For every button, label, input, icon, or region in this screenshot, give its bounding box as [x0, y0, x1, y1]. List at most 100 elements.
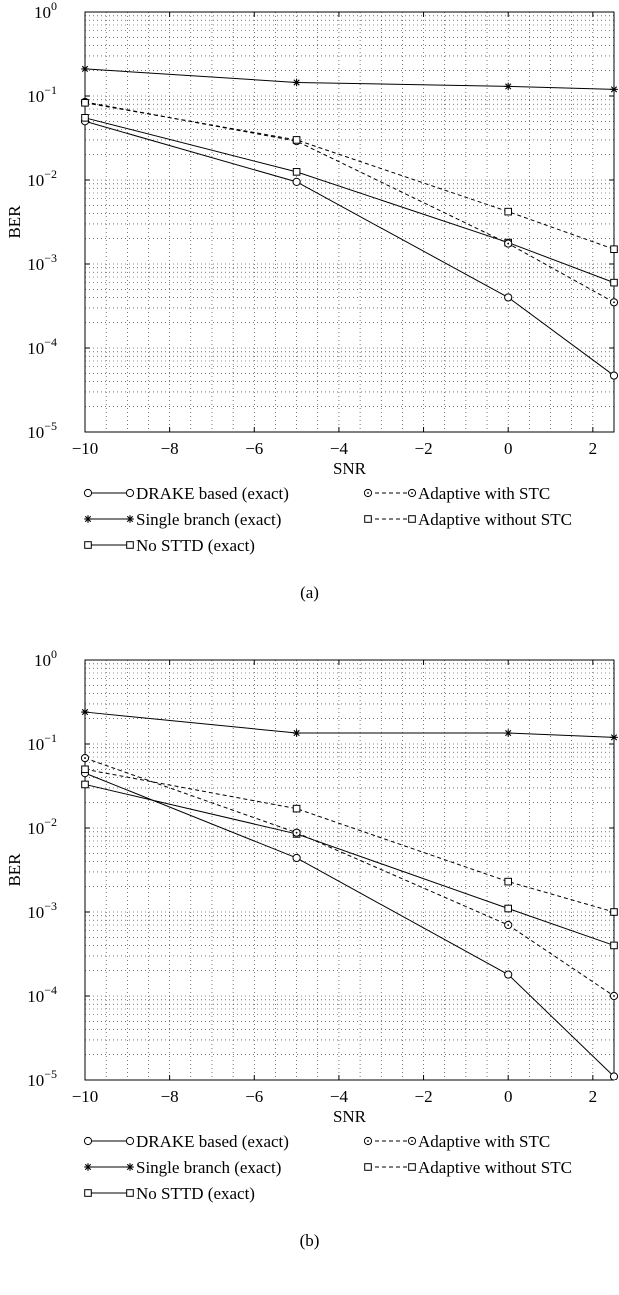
legend-label: Adaptive with STC — [418, 1132, 550, 1151]
x-tick-label: −6 — [245, 439, 263, 458]
data-point — [610, 245, 618, 254]
data-point — [609, 371, 619, 380]
x-tick-label: 2 — [589, 1087, 598, 1106]
legend-marker — [407, 1136, 417, 1146]
series-line — [84, 783, 615, 946]
y-tick-label: 10−3 — [27, 251, 57, 274]
data-point — [80, 753, 90, 763]
figure-caption: (b) — [300, 1231, 320, 1250]
legend-marker — [84, 1189, 92, 1197]
data-point — [81, 765, 89, 774]
legend-label: Adaptive without STC — [418, 510, 572, 529]
plot-frame — [84, 659, 615, 1081]
x-tick-label: −6 — [245, 1087, 263, 1106]
series-line — [84, 68, 615, 90]
x-tick-label: −2 — [415, 439, 433, 458]
x-tick-label: 2 — [589, 439, 598, 458]
y-axis-title: BER — [5, 853, 24, 887]
series-line — [84, 117, 615, 284]
legend-label: Adaptive with STC — [418, 484, 550, 503]
data-point — [292, 828, 301, 837]
ber-chart-a: −10 −8 −6 −4 −2 0 2 10−5 10−4 10−3 10−2 10−1 100 SNR B… — [5, 0, 619, 602]
legend-item: Single branch (exact) — [84, 510, 281, 529]
data-point — [81, 65, 89, 73]
legend-label: No STTD (exact) — [136, 536, 255, 555]
y-tick-label: 10−4 — [27, 983, 57, 1006]
legend: DRAKE based (exact) Single branch (exact)… — [83, 484, 572, 555]
series-line — [84, 768, 615, 913]
x-tick-label: −10 — [72, 1087, 99, 1106]
legend-label: DRAKE based (exact) — [136, 484, 289, 503]
data-point — [504, 207, 512, 216]
legend-item: No STTD (exact) — [84, 536, 255, 555]
legend-marker — [126, 541, 134, 549]
legend-marker — [363, 488, 373, 498]
legend-marker — [84, 541, 92, 549]
data-point — [610, 278, 618, 287]
data-point — [292, 168, 301, 176]
chart-panel-a: −10 −8 −6 −4 −2 0 2 10−5 10−4 10−3 10−2 10−1 100 SNR B… — [5, 0, 619, 602]
chart-panel-b: −10 −8 −6 −4 −2 0 2 10−5 10−4 10−3 10−2 10−1 100 SNR B… — [0, 648, 619, 1295]
legend-label: Single branch (exact) — [136, 510, 281, 529]
figure-caption: (a) — [300, 583, 319, 602]
data-point — [81, 780, 89, 789]
y-tick-label: 10−1 — [27, 731, 57, 754]
y-tick-label: 10−2 — [27, 167, 57, 190]
legend-label: Adaptive without STC — [418, 1158, 572, 1177]
legend-item: Adaptive with STC — [363, 484, 550, 503]
data-point — [609, 991, 619, 1001]
legend-label: No STTD (exact) — [136, 1184, 255, 1203]
series-line — [84, 711, 615, 738]
series-single-branch-exact — [81, 708, 618, 742]
series-single-branch-exact — [81, 65, 618, 94]
series-no-sttd-exact — [81, 780, 618, 950]
legend-marker — [126, 1189, 134, 1197]
legend-item: No STTD (exact) — [84, 1184, 255, 1203]
legend: DRAKE based (exact) Single branch (exact)… — [83, 1132, 572, 1203]
x-tick-label: −8 — [161, 1087, 179, 1106]
series-line — [84, 772, 615, 1077]
series-drake-based-exact — [80, 117, 619, 380]
data-point — [504, 904, 512, 913]
legend-marker — [84, 1163, 92, 1171]
legend-marker — [408, 1163, 416, 1171]
data-point — [292, 177, 301, 186]
data-point — [610, 85, 618, 94]
data-point — [81, 98, 89, 107]
legend-marker — [364, 515, 372, 523]
data-point — [504, 877, 512, 886]
legend-label: Single branch (exact) — [136, 1158, 281, 1177]
data-point — [504, 293, 513, 302]
legend-marker — [126, 1163, 134, 1171]
plot-frame — [84, 11, 615, 433]
data-point — [504, 970, 513, 979]
data-point — [292, 729, 301, 737]
data-point — [609, 298, 619, 307]
x-tick-label: −4 — [330, 1087, 349, 1106]
series-line — [84, 120, 615, 376]
data-point — [610, 733, 618, 742]
data-point — [610, 941, 618, 950]
series-drake-based-exact — [80, 769, 619, 1080]
legend-item: Adaptive with STC — [363, 1132, 550, 1151]
legend-label: DRAKE based (exact) — [136, 1132, 289, 1151]
data-point — [292, 853, 301, 863]
legend-item: DRAKE based (exact) — [83, 484, 289, 503]
series-no-sttd-exact — [81, 114, 618, 287]
y-tick-label: 10−3 — [27, 899, 57, 922]
x-tick-label: −2 — [415, 1087, 433, 1106]
y-axis-title: BER — [5, 205, 24, 239]
series-line — [84, 102, 615, 250]
legend-marker — [125, 1136, 135, 1146]
y-tick-label: 10−5 — [27, 419, 57, 442]
legend-item: Adaptive without STC — [364, 1158, 572, 1177]
data-point — [504, 729, 512, 737]
x-tick-label: 0 — [504, 1087, 513, 1106]
series-adaptive-with-stc — [80, 753, 619, 1001]
data-point — [292, 136, 301, 144]
data-point — [504, 920, 513, 930]
x-tick-label: −10 — [72, 439, 99, 458]
data-point — [81, 114, 89, 122]
data-point — [292, 804, 301, 813]
ber-chart-b: −10 −8 −6 −4 −2 0 2 10−5 10−4 10−3 10−2 10−1 100 SNR B… — [5, 648, 619, 1250]
